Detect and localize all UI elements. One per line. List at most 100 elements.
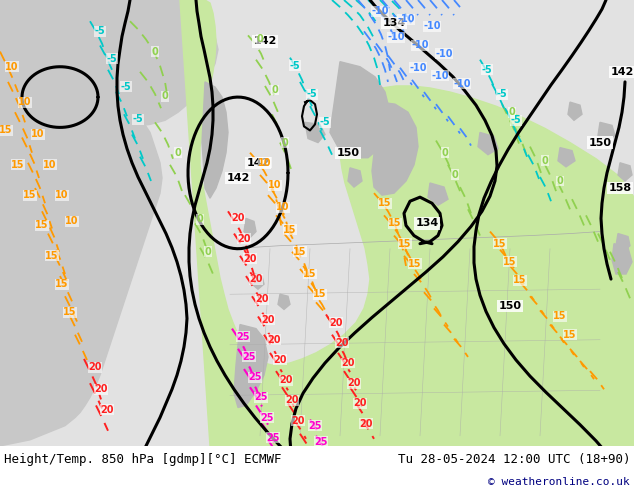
Text: 15: 15	[514, 275, 527, 285]
Text: -5: -5	[496, 89, 507, 99]
Polygon shape	[428, 183, 448, 205]
Text: -10: -10	[424, 21, 441, 31]
Text: 158: 158	[609, 183, 631, 193]
Text: 15: 15	[388, 219, 402, 228]
Text: 15: 15	[553, 312, 567, 321]
Text: 20: 20	[237, 234, 251, 244]
Text: 15: 15	[378, 198, 392, 208]
Text: 142: 142	[247, 158, 269, 168]
Text: 0: 0	[271, 85, 278, 95]
Text: 10: 10	[55, 190, 68, 200]
Text: 0: 0	[451, 170, 458, 180]
Text: 25: 25	[308, 421, 321, 431]
Polygon shape	[372, 102, 418, 195]
Polygon shape	[478, 132, 498, 155]
Text: 20: 20	[256, 294, 269, 304]
Polygon shape	[252, 274, 264, 289]
Text: 20: 20	[359, 418, 373, 429]
Text: 0: 0	[541, 156, 548, 166]
Text: 134: 134	[382, 18, 406, 28]
Text: 20: 20	[261, 315, 275, 324]
Polygon shape	[180, 0, 634, 446]
Text: 10: 10	[43, 160, 57, 170]
Text: -5: -5	[94, 26, 105, 36]
Text: 25: 25	[254, 392, 268, 402]
Text: 20: 20	[88, 362, 101, 372]
Polygon shape	[618, 163, 632, 181]
Polygon shape	[330, 62, 390, 158]
Text: © weatheronline.co.uk: © weatheronline.co.uk	[488, 477, 630, 487]
Text: -10: -10	[411, 41, 429, 50]
Text: 0: 0	[442, 147, 448, 158]
Text: 10: 10	[18, 97, 32, 107]
Text: 15: 15	[11, 160, 25, 170]
Text: 20: 20	[291, 416, 305, 426]
Text: -10: -10	[372, 6, 389, 16]
Text: 20: 20	[347, 378, 361, 388]
Text: 15: 15	[408, 259, 422, 269]
Text: 10: 10	[276, 202, 290, 212]
Text: 0: 0	[281, 138, 288, 147]
Text: -5: -5	[307, 89, 318, 99]
Text: 20: 20	[279, 375, 293, 385]
Text: -5: -5	[320, 117, 330, 127]
Text: 0: 0	[508, 107, 515, 117]
Polygon shape	[558, 147, 575, 167]
Polygon shape	[568, 102, 582, 121]
Text: 15: 15	[63, 307, 77, 318]
Text: 150: 150	[337, 147, 359, 158]
Polygon shape	[278, 294, 290, 309]
Text: 15: 15	[45, 251, 59, 261]
Text: -5: -5	[290, 61, 301, 71]
Text: -10: -10	[431, 71, 449, 81]
Text: 20: 20	[94, 384, 108, 394]
Text: -5: -5	[107, 53, 117, 64]
Text: 20: 20	[273, 355, 287, 365]
Polygon shape	[612, 244, 632, 274]
Text: 10: 10	[65, 217, 79, 226]
Text: 15: 15	[303, 269, 317, 279]
Polygon shape	[0, 0, 634, 446]
Polygon shape	[598, 122, 615, 142]
Text: 150: 150	[588, 138, 612, 147]
Polygon shape	[0, 0, 218, 126]
Text: 10: 10	[268, 180, 281, 190]
Text: -5: -5	[120, 82, 131, 92]
Text: 20: 20	[335, 338, 349, 348]
Text: -10: -10	[436, 49, 453, 59]
Polygon shape	[305, 122, 325, 143]
Text: -10: -10	[398, 14, 415, 24]
Text: -10: -10	[387, 32, 404, 43]
Text: 20: 20	[341, 358, 355, 368]
Text: 142: 142	[254, 36, 276, 47]
Text: 25: 25	[236, 332, 250, 342]
Text: 134: 134	[415, 219, 439, 228]
Polygon shape	[202, 82, 228, 198]
Text: 20: 20	[353, 398, 366, 409]
Text: 25: 25	[242, 352, 256, 362]
Text: -10: -10	[410, 63, 427, 73]
Polygon shape	[616, 234, 630, 252]
Text: 10: 10	[31, 129, 45, 140]
Text: 20: 20	[243, 254, 257, 264]
Text: 25: 25	[314, 437, 328, 447]
Text: 0: 0	[152, 47, 158, 56]
Text: -10: -10	[453, 79, 471, 89]
Polygon shape	[244, 219, 256, 238]
Text: 10: 10	[258, 158, 272, 168]
Polygon shape	[234, 324, 268, 408]
Text: -5: -5	[510, 115, 521, 125]
Text: 25: 25	[260, 413, 274, 422]
Text: 15: 15	[398, 239, 411, 249]
Text: -5: -5	[482, 65, 493, 75]
Text: 0: 0	[257, 34, 263, 45]
Text: 20: 20	[268, 335, 281, 345]
Text: 15: 15	[55, 279, 68, 289]
Text: 10: 10	[5, 62, 19, 72]
Polygon shape	[348, 168, 362, 187]
Text: 15: 15	[36, 220, 49, 230]
Text: -5: -5	[133, 114, 143, 124]
Text: Height/Temp. 850 hPa [gdmp][°C] ECMWF: Height/Temp. 850 hPa [gdmp][°C] ECMWF	[4, 453, 281, 466]
Text: 142: 142	[611, 67, 634, 77]
Text: 20: 20	[285, 395, 299, 405]
